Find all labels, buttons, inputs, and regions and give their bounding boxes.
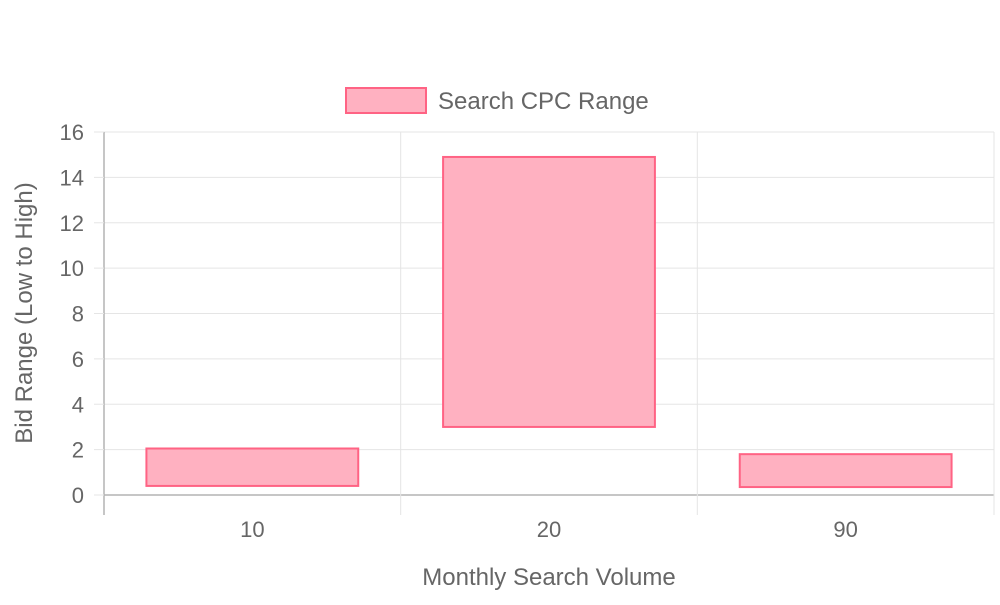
y-tick-label: 6: [72, 347, 84, 372]
y-axis-title: Bid Range (Low to High): [11, 182, 38, 443]
x-tick-label: 20: [537, 517, 561, 542]
legend-label: Search CPC Range: [438, 88, 649, 115]
y-tick-label: 2: [72, 438, 84, 463]
x-tick-label: 10: [240, 517, 264, 542]
y-tick-label: 8: [72, 302, 84, 327]
y-tick-label: 10: [60, 256, 84, 281]
range-bar[interactable]: [738, 453, 953, 489]
axis-layer: 0 2 4 6 8 10 12 14 16 10 20 90: [60, 120, 858, 542]
x-tick-label: 90: [833, 517, 857, 542]
bars-layer: [145, 155, 953, 489]
range-bar[interactable]: [145, 447, 360, 487]
legend[interactable]: Search CPC Range: [345, 87, 649, 115]
y-tick-label: 16: [60, 120, 84, 145]
legend-swatch: [345, 87, 427, 114]
y-tick-label: 14: [60, 165, 84, 190]
range-bar[interactable]: [442, 155, 656, 428]
y-tick-label: 12: [60, 211, 84, 236]
y-tick-label: 4: [72, 392, 84, 417]
y-tick-label: 0: [72, 483, 84, 508]
x-axis-title: Monthly Search Volume: [422, 564, 675, 591]
